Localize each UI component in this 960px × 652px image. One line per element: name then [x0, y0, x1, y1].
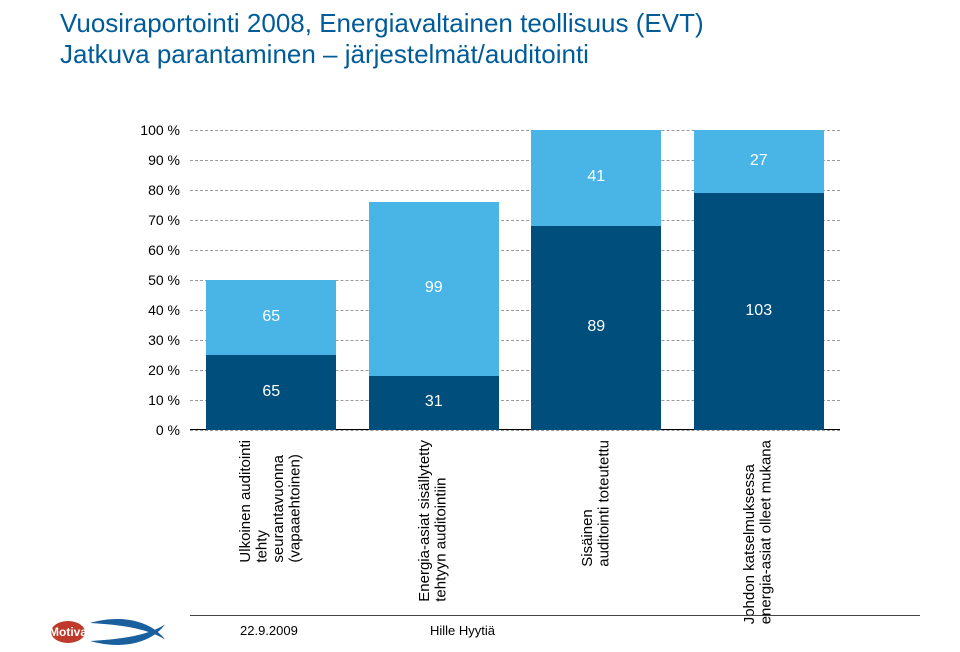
bar-segment: 89 [531, 226, 661, 430]
x-tick-label: Energia-asiat sisällytetty tehtyyn audit… [369, 440, 499, 606]
y-tick-label: 80 % [120, 182, 180, 198]
bar-group: 65 65 [206, 280, 336, 430]
footer-separator [190, 615, 920, 616]
motiva-logo-icon: Motiva [50, 617, 170, 647]
bar-segment: 99 [369, 202, 499, 376]
y-tick-label: 50 % [120, 272, 180, 288]
title-line-1: Vuosiraportointi 2008, Energiavaltainen … [60, 8, 920, 39]
bar-group: 89 41 [531, 130, 661, 430]
x-tick-label: Johdon katselmuksessa energia-asiat olle… [694, 440, 824, 629]
y-tick-label: 40 % [120, 302, 180, 318]
footer: Motiva 22.9.2009 Hille Hyytiä [0, 615, 960, 649]
y-tick-label: 0 % [120, 422, 180, 438]
y-tick-label: 90 % [120, 152, 180, 168]
page: Vuosiraportointi 2008, Energiavaltainen … [0, 0, 960, 649]
footer-date: 22.9.2009 [240, 623, 298, 638]
bar-value-label: 99 [369, 279, 499, 297]
y-tick-label: 100 % [120, 122, 180, 138]
bar-group: 103 27 [694, 130, 824, 430]
bar-group: 31 99 [369, 202, 499, 430]
y-tick-label: 30 % [120, 332, 180, 348]
chart: 0 %10 %20 %30 %40 %50 %60 %70 %80 %90 %1… [120, 130, 840, 430]
bars-container: 65 65 31 99 89 41 103 27 [190, 130, 840, 430]
bar-value-label: 31 [369, 393, 499, 411]
y-tick-label: 10 % [120, 392, 180, 408]
title-line-2: Jatkuva parantaminen – järjestelmät/audi… [60, 39, 920, 70]
page-title: Vuosiraportointi 2008, Energiavaltainen … [60, 8, 920, 70]
bar-segment: 103 [694, 193, 824, 430]
bar-segment: 41 [531, 130, 661, 226]
plot-area: 65 65 31 99 89 41 103 27 [190, 130, 840, 430]
bar-segment: 65 [206, 280, 336, 355]
bar-segment: 31 [369, 376, 499, 430]
footer-author: Hille Hyytiä [430, 623, 495, 638]
x-axis-labels: Ulkoinen auditointi tehty seurantavuonna… [190, 440, 840, 610]
bar-segment: 65 [206, 355, 336, 430]
bar-value-label: 27 [694, 152, 824, 170]
bar-value-label: 65 [206, 308, 336, 326]
logo-text: Motiva [50, 625, 87, 639]
bar-segment: 27 [694, 130, 824, 193]
y-tick-label: 20 % [120, 362, 180, 378]
bar-value-label: 103 [694, 302, 824, 320]
x-tick-label: Sisäinen auditointi toteutettu [531, 440, 661, 571]
bar-value-label: 65 [206, 383, 336, 401]
bar-value-label: 89 [531, 318, 661, 336]
bar-value-label: 41 [531, 168, 661, 186]
y-tick-label: 60 % [120, 242, 180, 258]
x-tick-label: Ulkoinen auditointi tehty seurantavuonna… [206, 440, 336, 567]
grid-line [190, 430, 840, 431]
y-tick-label: 70 % [120, 212, 180, 228]
